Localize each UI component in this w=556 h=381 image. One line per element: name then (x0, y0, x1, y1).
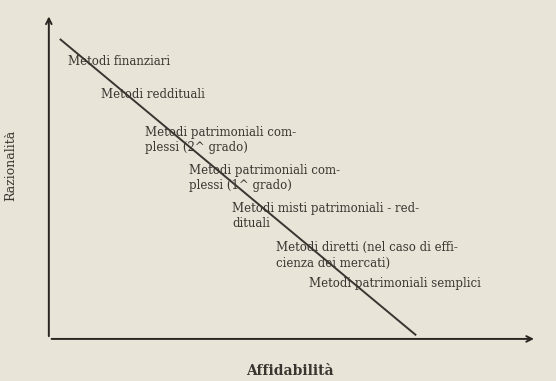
Text: Metodi patrimoniali semplici: Metodi patrimoniali semplici (309, 277, 481, 290)
Text: Metodi misti patrimoniali - red-
dituali: Metodi misti patrimoniali - red- dituali (232, 202, 420, 230)
Text: Metodi reddituali: Metodi reddituali (101, 88, 205, 101)
Text: Metodi patrimoniali com-
plessi (1^ grado): Metodi patrimoniali com- plessi (1^ grad… (188, 163, 340, 192)
Text: Metodi patrimoniali com-
plessi (2^ grado): Metodi patrimoniali com- plessi (2^ grad… (145, 126, 296, 154)
Text: Metodi finanziari: Metodi finanziari (68, 55, 170, 68)
Text: Affidabilità: Affidabilità (246, 364, 334, 378)
Text: Razionalità: Razionalità (4, 130, 17, 201)
Text: Metodi diretti (nel caso di effi-
cienza dei mercati): Metodi diretti (nel caso di effi- cienza… (276, 241, 458, 270)
